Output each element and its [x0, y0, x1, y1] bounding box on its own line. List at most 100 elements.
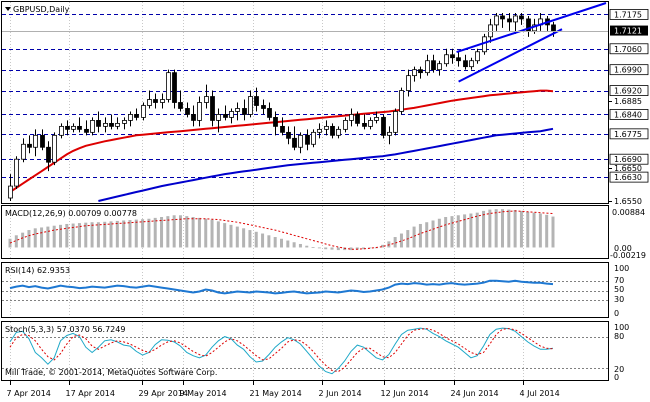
candle-body-down [362, 122, 367, 127]
candle-body-up [141, 105, 146, 118]
candle-body-up [513, 15, 518, 23]
candle-body-up [298, 134, 303, 148]
candle-body-up [160, 99, 165, 103]
macd-histogram-bar [46, 226, 50, 248]
macd-histogram-bar [172, 215, 176, 248]
candle-body-up [324, 125, 329, 130]
macd-histogram-bar [456, 215, 460, 248]
candle-body-up [204, 96, 209, 103]
candle-body-up [103, 122, 108, 127]
current-price-label: 1.7121 [614, 27, 642, 36]
macd-histogram-bar [223, 223, 227, 248]
macd-histogram-bar [103, 221, 107, 248]
macd-histogram-bar [197, 217, 201, 248]
candle-body-down [46, 146, 51, 163]
macd-histogram-bar [210, 219, 214, 248]
macd-histogram-bar [261, 233, 265, 248]
candle-body-down [507, 18, 512, 23]
candle-body-down [134, 114, 139, 118]
macd-histogram-bar [147, 218, 151, 248]
stoch-main-line [9, 327, 554, 375]
price-level-label: 1.6690 [614, 155, 642, 164]
macd-histogram-bar [134, 219, 138, 248]
macd-histogram-bar [450, 216, 454, 248]
candle-body-down [254, 96, 259, 106]
macd-plot [8, 209, 555, 251]
macd-histogram-bar [526, 211, 530, 248]
symbol-label: GBPUSD,Daily [13, 5, 70, 14]
macd-signal-line [9, 210, 554, 250]
macd-histogram-bar [204, 218, 208, 248]
candle-body-up [216, 114, 221, 121]
candle-body-up [343, 120, 348, 130]
rsi-tick-0: 0 [614, 309, 619, 318]
candle-body-down [305, 134, 310, 145]
macd-histogram-bar [298, 243, 302, 248]
macd-histogram-bar [500, 209, 504, 248]
macd-histogram-bar [488, 209, 492, 248]
macd-histogram-bar [65, 223, 69, 248]
dropdown-arrow-icon[interactable] [5, 7, 11, 11]
time-label: 17 Apr 2014 [66, 389, 115, 398]
macd-histogram-bar [273, 237, 277, 248]
rsi-line [9, 279, 554, 295]
candle-body-up [494, 15, 499, 26]
time-label: 24 Jun 2014 [451, 389, 499, 398]
price-levels [2, 14, 608, 178]
moving-averages [9, 89, 554, 202]
macd-histogram-bar [109, 221, 113, 248]
candle-body-up [349, 114, 354, 121]
candle-body-up [197, 102, 202, 121]
price-level-label: 1.7060 [614, 45, 642, 54]
macd-histogram-bar [229, 224, 233, 248]
candle-body-up [311, 131, 316, 145]
candle-body-down [500, 15, 505, 20]
macd-histogram-bar [40, 227, 44, 248]
watermark: Mill Trade, © 2001-2014, MetaQuotes Soft… [5, 368, 217, 377]
candle-body-down [77, 125, 82, 130]
rsi-panel [1, 262, 609, 318]
candle-body-up [14, 158, 19, 187]
candle-body-down [551, 24, 556, 31]
candle-body-down [172, 72, 177, 103]
macd-histogram-bar [122, 220, 126, 248]
macd-histogram-bar [115, 220, 119, 248]
candle-body-down [223, 114, 228, 118]
candle-body-up [393, 111, 398, 133]
macd-mid-tick: 0.00 [614, 244, 632, 253]
ma-slow-line [98, 127, 554, 202]
macd-histogram-bar [21, 232, 25, 248]
candle-body-down [178, 102, 183, 109]
candle-body-down [185, 108, 190, 115]
macd-histogram-bar [311, 247, 315, 248]
candle-body-down [267, 108, 272, 118]
macd-histogram-bar [128, 220, 132, 248]
macd-histogram-bar [52, 225, 56, 248]
rsi-tick-30: 30 [614, 295, 624, 304]
macd-histogram-bar [141, 219, 145, 248]
macd-histogram-bar [77, 223, 81, 248]
macd-histogram-bar [463, 214, 467, 248]
macd-histogram-bar [178, 215, 182, 248]
macd-histogram-bar [191, 217, 195, 248]
candle-body-up [374, 117, 379, 121]
price-tick-label: 1.6650 [614, 164, 642, 173]
macd-histogram-bar [513, 210, 517, 248]
macd-bottom-tick: -0.00219 [610, 251, 646, 260]
macd-histogram-bar [166, 216, 170, 248]
candle-body-up [437, 63, 442, 71]
candle-body-down [27, 143, 32, 148]
candle-body-up [235, 108, 240, 112]
price-level-label: 1.6920 [614, 87, 642, 96]
candle-body-up [229, 111, 234, 118]
candle-body-down [210, 96, 215, 121]
macd-histogram-bar [494, 209, 498, 248]
candle-body-up [128, 114, 133, 121]
macd-histogram-bar [292, 242, 296, 248]
candle-body-down [40, 134, 45, 148]
candle-body-down [109, 122, 114, 127]
macd-histogram-bar [153, 217, 157, 248]
